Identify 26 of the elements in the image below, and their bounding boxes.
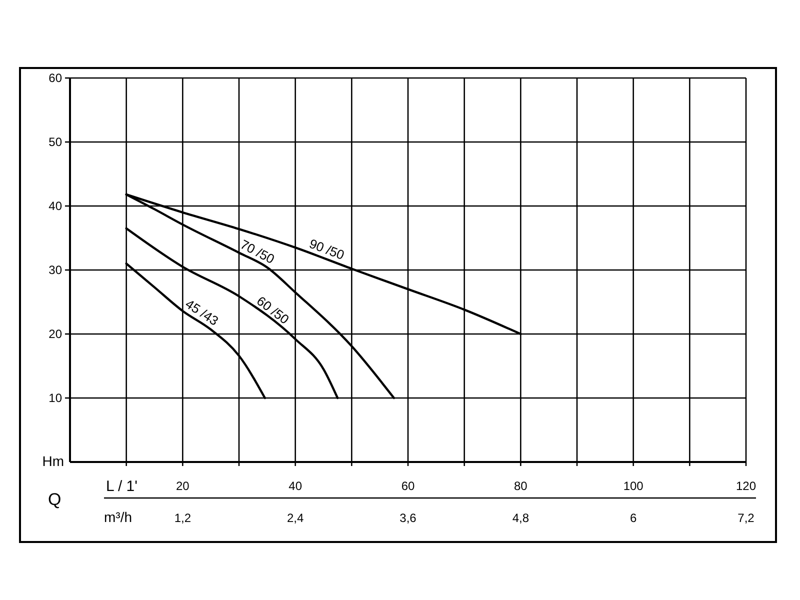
text: 70 /50 <box>238 236 277 267</box>
x-tick-label: 100 <box>623 479 644 493</box>
x2-tick-label: 3,6 <box>400 511 417 525</box>
x2-tick-label: 1,2 <box>174 511 192 525</box>
y-tick-label: 20 <box>48 327 62 342</box>
x2-axis-title: m³/h <box>104 509 132 525</box>
x2-tick-label: 4,8 <box>512 511 530 525</box>
x2-tick-label: 6 <box>630 511 637 525</box>
y-tick-label: 60 <box>48 71 62 86</box>
x-tick-label: 20 <box>176 479 190 493</box>
y-tick-label: 40 <box>48 199 62 214</box>
y-tick-label: 50 <box>48 135 62 150</box>
text: 45 /43 <box>182 296 222 329</box>
x-tick-label: 120 <box>736 479 756 493</box>
x2-tick-label: 7,2 <box>738 511 755 525</box>
text: Q <box>48 490 62 509</box>
text: 60 /50 <box>254 293 292 328</box>
x-tick-label: 60 <box>401 479 415 493</box>
x-tick-label: 80 <box>514 479 528 493</box>
y-axis-title: Hm <box>42 453 64 469</box>
x-axis-title: L / 1' <box>106 478 138 495</box>
x-tick-label: 40 <box>288 479 302 493</box>
y-tick-label: 30 <box>48 263 62 278</box>
text: 90 /50 <box>307 236 346 263</box>
x2-tick-label: 2,4 <box>286 511 304 525</box>
y-tick-label: 10 <box>48 391 62 406</box>
